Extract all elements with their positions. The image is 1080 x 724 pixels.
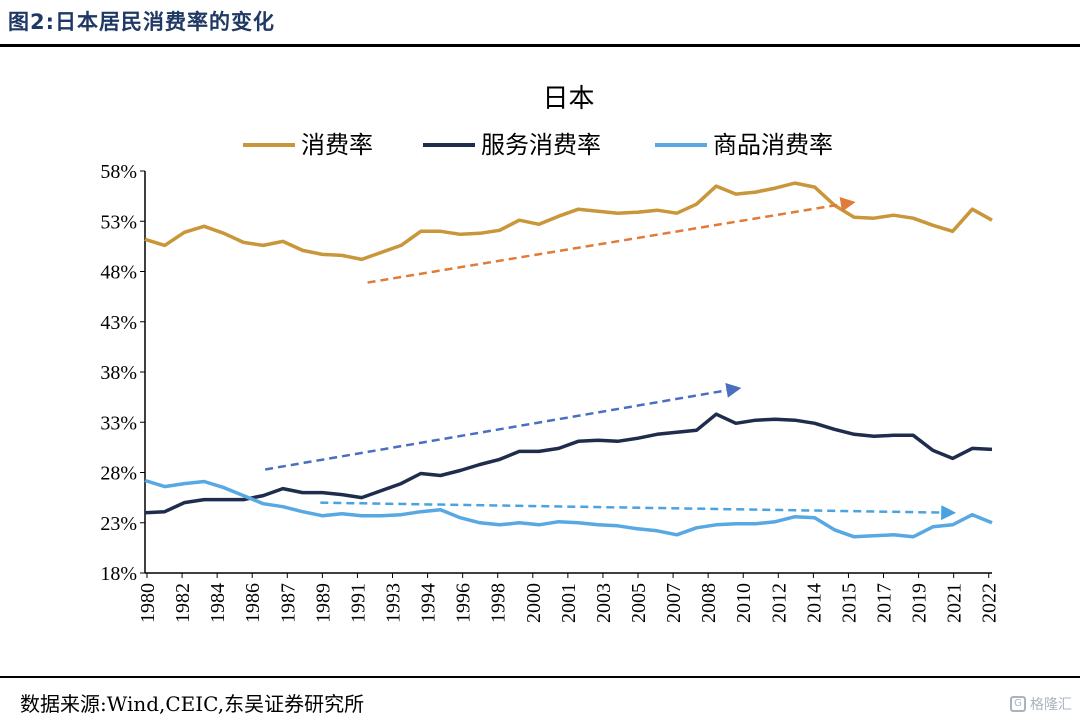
- x-tick-label: 2021: [944, 583, 966, 623]
- bottom-rule: [0, 676, 1080, 678]
- figure-label: 图2:日本居民消费率的变化: [8, 10, 276, 34]
- x-tick-label: 2007: [663, 583, 685, 623]
- x-tick-label: 2019: [909, 583, 931, 623]
- x-tick-label: 2017: [874, 583, 896, 623]
- legend-label-3: 商品消费率: [713, 131, 833, 159]
- logo-icon: G: [1010, 696, 1026, 712]
- x-tick-label: 1986: [242, 583, 264, 623]
- y-tick-label: 58%: [100, 161, 137, 183]
- y-tick-label: 38%: [100, 362, 137, 384]
- source-note: 数据来源:Wind,CEIC,东吴证券研究所: [20, 692, 365, 716]
- y-tick-label: 28%: [100, 463, 137, 485]
- y-tick-label: 18%: [100, 563, 137, 585]
- x-tick-label: 2003: [593, 583, 615, 623]
- x-tick-label: 2008: [698, 583, 720, 623]
- x-tick-label: 1996: [453, 583, 475, 623]
- x-tick-label: 1991: [347, 583, 369, 623]
- legend-label-1: 消费率: [301, 131, 373, 159]
- series-line-2: [144, 412, 993, 515]
- x-tick-label: 1984: [207, 583, 229, 623]
- x-tick-label: 1982: [172, 583, 194, 623]
- y-tick-label: 53%: [100, 211, 137, 233]
- x-tick-label: 1994: [418, 583, 440, 623]
- trend-arrow-1: [367, 196, 856, 284]
- x-tick-label: 2014: [803, 583, 825, 623]
- legend-label-2: 服务消费率: [481, 131, 601, 159]
- y-tick-label: 48%: [100, 262, 137, 284]
- x-tick-label: 1993: [383, 583, 405, 623]
- x-tick-label: 1998: [488, 583, 510, 623]
- figure-header: 图2:日本居民消费率的变化: [0, 0, 1080, 44]
- x-tick-label: 2010: [733, 583, 755, 623]
- x-tick-label: 2022: [979, 583, 1001, 623]
- x-tick-label: 2012: [768, 583, 790, 623]
- watermark: G 格隆汇: [1010, 694, 1072, 714]
- x-tick-label: 1980: [137, 583, 159, 623]
- x-tick-label: 1987: [277, 583, 299, 623]
- x-tick-label: 1989: [312, 583, 334, 623]
- series-line-1: [144, 181, 993, 262]
- y-tick-label: 23%: [100, 513, 137, 535]
- y-tick-label: 43%: [100, 312, 137, 334]
- series-line-3: [144, 478, 993, 539]
- chart-title: 日本: [542, 84, 594, 114]
- watermark-text: 格隆汇: [1030, 697, 1072, 713]
- top-rule: [0, 44, 1080, 47]
- x-tick-label: 2005: [628, 583, 650, 623]
- x-tick-label: 2015: [838, 583, 860, 623]
- x-tick-label: 2001: [558, 583, 580, 623]
- x-tick-label: 2000: [523, 583, 545, 623]
- y-tick-label: 33%: [100, 412, 137, 434]
- trend-arrow-2: [264, 382, 742, 471]
- trend-arrow-3: [320, 501, 957, 521]
